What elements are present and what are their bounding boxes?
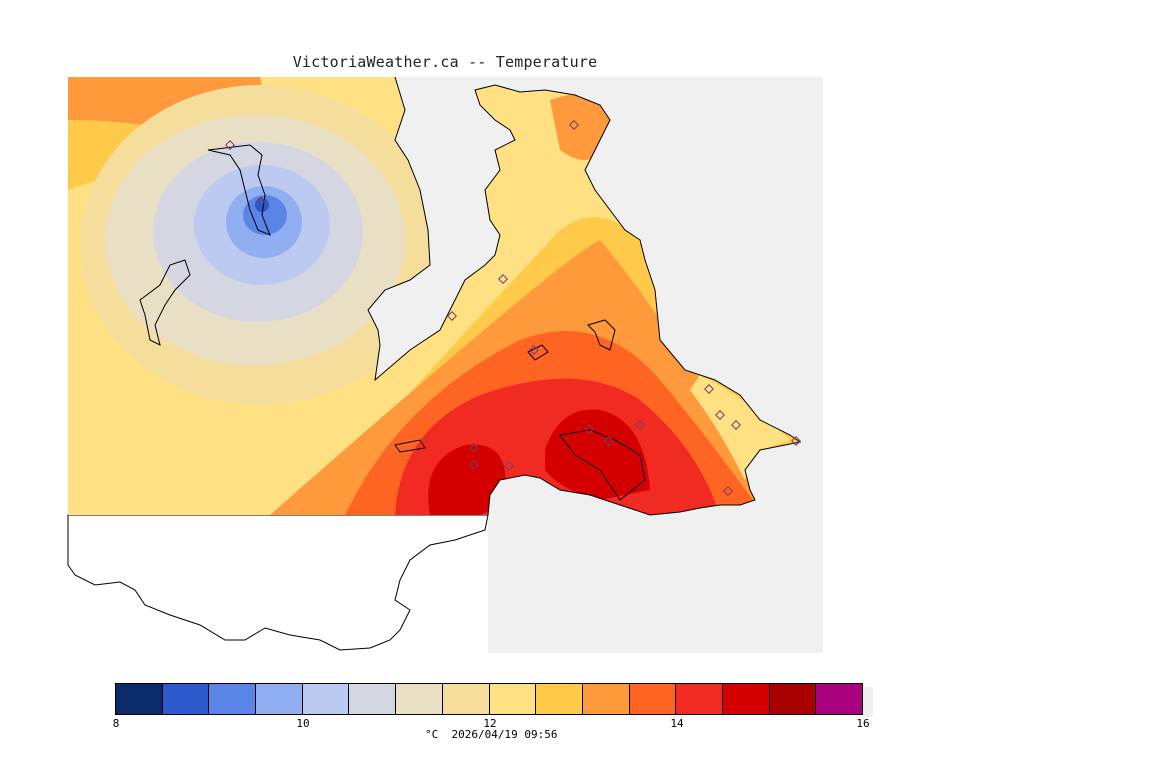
legend-tick-8: 8 (112, 717, 120, 730)
unshaded-land-coast (67, 514, 489, 651)
legend-swatch-4 (302, 684, 350, 714)
unit-label: °C (425, 728, 439, 741)
timestamp: 2026/04/19 09:56 (451, 728, 558, 741)
legend-swatch-15 (816, 684, 862, 714)
color-legend (115, 683, 863, 715)
legend-swatch-9 (536, 684, 583, 714)
temperature-map (67, 76, 823, 653)
legend-swatch-1 (162, 684, 210, 714)
legend-swatch-2 (209, 684, 257, 714)
legend-tick-16: 16 (856, 717, 870, 730)
legend-swatch-8 (489, 684, 537, 714)
legend-tick-10: 10 (296, 717, 310, 730)
legend-swatch-7 (442, 684, 490, 714)
legend-swatch-10 (582, 684, 630, 714)
station-markers (225, 120, 801, 496)
unit-timestamp: °C 2026/04/19 09:56 (425, 728, 557, 741)
legend-swatch-14 (769, 684, 817, 714)
legend-swatch-3 (256, 684, 303, 714)
legend-swatch-0 (116, 684, 163, 714)
legend-tick-14: 14 (670, 717, 684, 730)
legend-swatch-11 (629, 684, 677, 714)
legend-swatch-5 (349, 684, 397, 714)
legend-shadow (863, 687, 873, 717)
coastlines (139, 76, 802, 516)
legend-swatch-6 (396, 684, 443, 714)
legend-swatch-13 (722, 684, 770, 714)
map-title: VictoriaWeather.ca -- Temperature (292, 53, 598, 71)
legend-swatch-12 (676, 684, 723, 714)
legend-tick-12: 12 (483, 717, 497, 730)
